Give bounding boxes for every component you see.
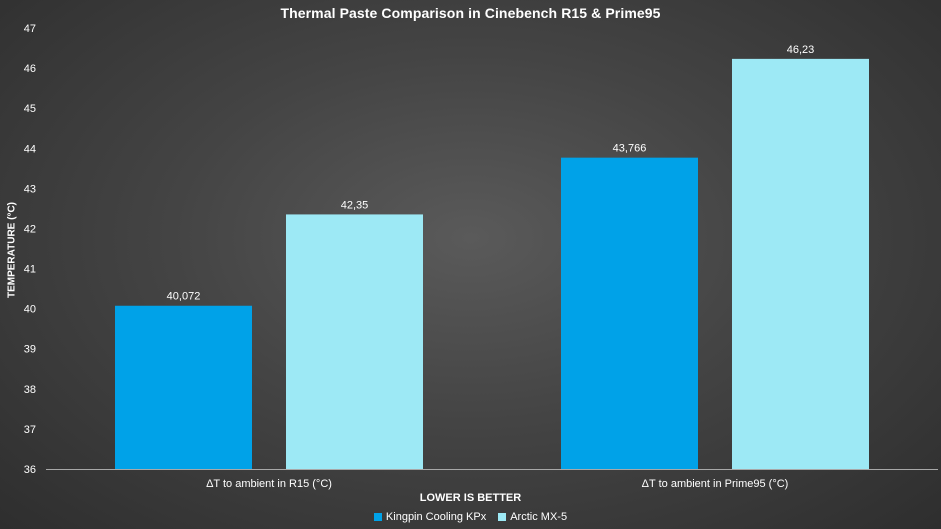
data-label: 40,072 [167,291,201,303]
y-axis-title: TEMPERATURE (°C) [6,201,18,299]
y-tick-label: 47 [24,23,36,35]
bar-arctic-r15 [286,214,423,469]
y-tick-label: 36 [24,464,36,476]
legend-item-arctic: Arctic MX-5 [498,511,567,523]
y-tick-label: 41 [24,264,36,276]
bar-kingpin-r15 [115,305,252,469]
y-tick-label: 43 [24,183,36,195]
legend-label-kingpin: Kingpin Cooling KPx [385,511,487,523]
y-tick-label: 39 [24,344,36,356]
y-tick-label: 42 [24,223,36,235]
legend: Kingpin Cooling KPx Arctic MX-5 [0,511,941,523]
data-label: 43,766 [613,143,647,155]
x-tick-label: ΔT to ambient in Prime95 (°C) [642,478,789,490]
legend-label-arctic: Arctic MX-5 [510,511,568,523]
data-label: 42,35 [341,199,369,211]
data-label: 46,23 [787,44,815,56]
y-tick-label: 40 [24,304,36,316]
y-tick-label: 38 [24,384,36,396]
legend-swatch-arctic [498,513,507,521]
legend-swatch-kingpin [373,513,382,521]
y-tick-label: 45 [24,103,36,115]
bar-kingpin-prime95 [561,157,698,470]
y-tick-label: 46 [24,63,36,75]
y-tick-label: 37 [24,424,36,436]
y-tick-label: 44 [24,143,36,155]
bar-arctic-prime95 [732,58,869,470]
legend-item-kingpin: Kingpin Cooling KPx [373,511,487,523]
x-tick-label: ΔT to ambient in R15 (°C) [206,478,332,490]
x-axis-title: LOWER IS BETTER [419,492,522,504]
chart-title: Thermal Paste Comparison in Cinebench R1… [280,5,661,21]
